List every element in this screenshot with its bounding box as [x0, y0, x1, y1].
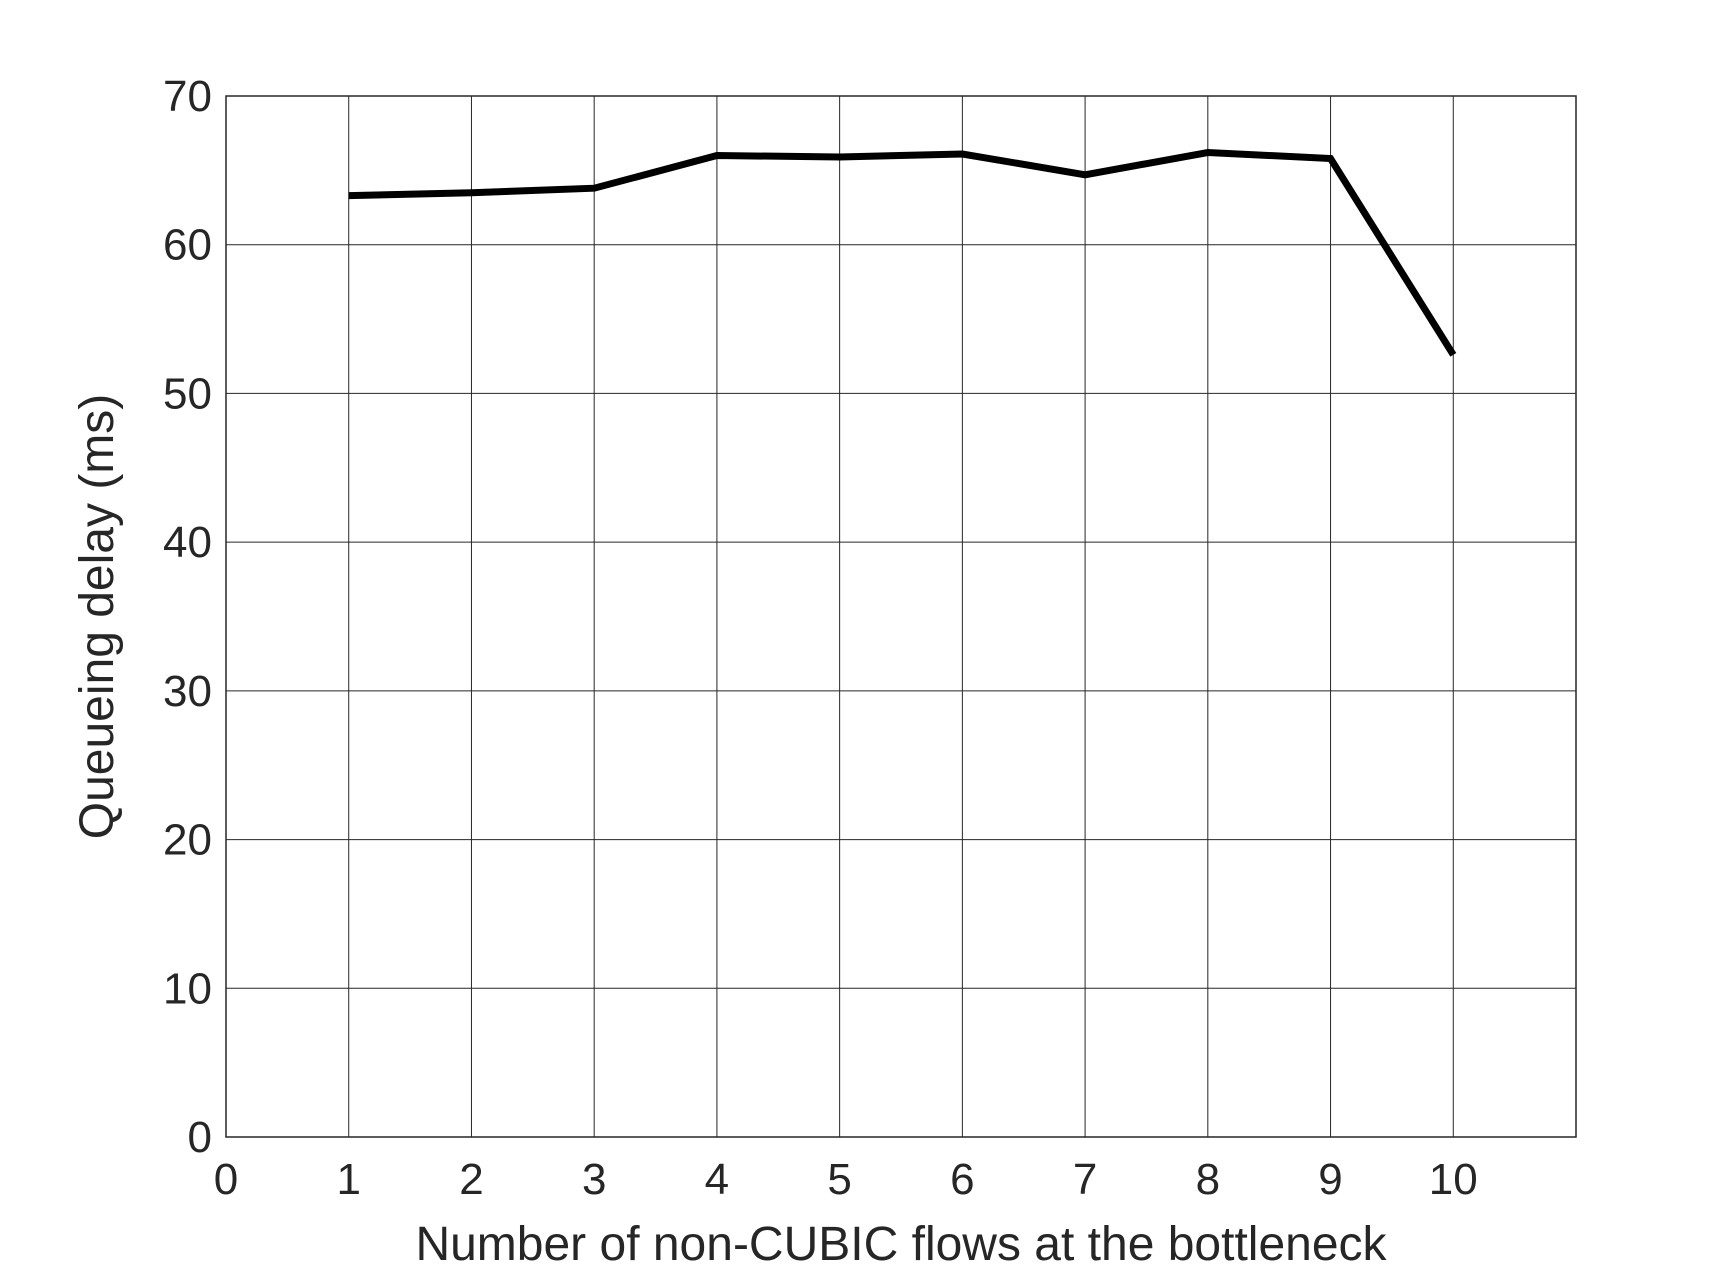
x-tick-label: 9	[1318, 1155, 1342, 1204]
y-tick-label: 50	[163, 369, 212, 418]
y-tick-label: 0	[188, 1113, 212, 1162]
x-tick-label: 3	[582, 1155, 606, 1204]
x-tick-label: 0	[214, 1155, 238, 1204]
y-tick-label: 60	[163, 221, 212, 270]
x-tick-label: 5	[827, 1155, 851, 1204]
y-tick-label: 70	[163, 72, 212, 121]
y-tick-label: 30	[163, 667, 212, 716]
x-axis-title: Number of non-CUBIC flows at the bottlen…	[415, 1218, 1387, 1270]
y-tick-label: 40	[163, 518, 212, 567]
x-tick-label: 1	[336, 1155, 360, 1204]
y-tick-label: 20	[163, 816, 212, 865]
x-tick-label: 8	[1196, 1155, 1220, 1204]
x-tick-label: 6	[950, 1155, 974, 1204]
y-tick-labels: 0 10 20 30 40 50 60 70	[163, 72, 212, 1162]
series-lines	[348, 148, 1457, 357]
x-tick-label: 10	[1429, 1155, 1478, 1204]
x-tick-label: 4	[705, 1155, 729, 1204]
x-tick-labels: 0 1 2 3 4 5 6 7 8 9 10	[214, 1155, 1478, 1204]
series-line	[348, 148, 1457, 357]
plot-frame	[225, 95, 1577, 1138]
x-tick-label: 7	[1073, 1155, 1097, 1204]
y-axis-title: Queueing delay (ms)	[71, 394, 124, 840]
y-tick-label: 10	[163, 964, 212, 1013]
x-tick-label: 2	[459, 1155, 483, 1204]
